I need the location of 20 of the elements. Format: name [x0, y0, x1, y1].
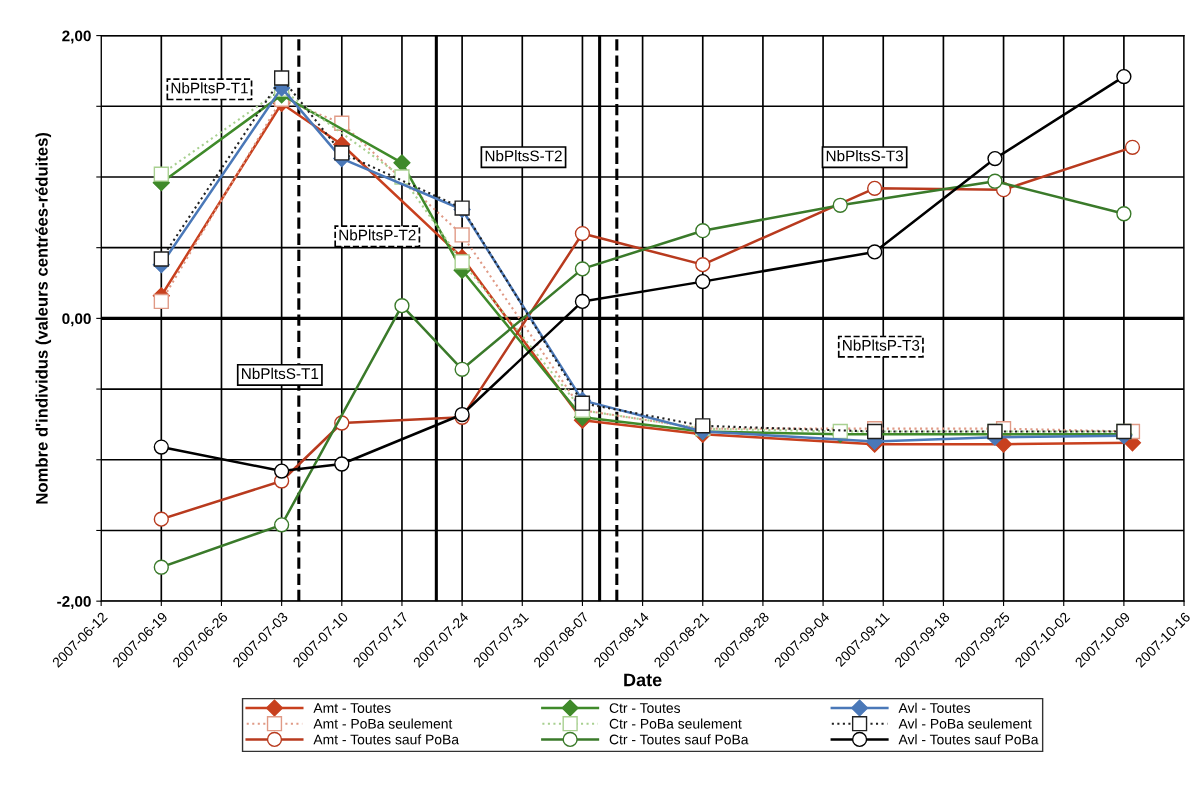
annotation: NbPltsS-T2: [485, 150, 562, 162]
legend-label: Avl - Toutes sauf PoBa: [898, 734, 1039, 745]
legend-label: Ctr - PoBa seulement: [609, 718, 742, 729]
x-axis-title: Date: [624, 673, 662, 687]
annotation: NbPltsS-T3: [826, 150, 903, 162]
legend-label: Avl - Toutes: [898, 702, 971, 713]
annotation: NbPltsP-T3: [843, 339, 920, 351]
legend-label: Amt - Toutes sauf PoBa: [313, 734, 460, 745]
annotation: NbPltsP-T2: [339, 229, 416, 241]
annotation: NbPltsS-T1: [242, 367, 319, 380]
legend-label: Ctr - Toutes: [609, 703, 681, 713]
y-tick-label: 2,00: [62, 30, 91, 44]
legend-label: Amt - Toutes: [313, 703, 391, 713]
legend-label: Amt - PoBa seulement: [313, 718, 453, 729]
annotation: NbPltsP-T1: [171, 82, 248, 94]
y-axis-title: Nombre d'individus (valeurs centrées-réduites): [35, 132, 52, 504]
legend-label: Avl - PoBa seulement: [898, 718, 1032, 729]
y-tick-label: -2,00: [57, 596, 91, 610]
legend-label: Ctr - Toutes sauf PoBa: [609, 734, 749, 745]
y-tick-label: 0,00: [62, 313, 91, 327]
